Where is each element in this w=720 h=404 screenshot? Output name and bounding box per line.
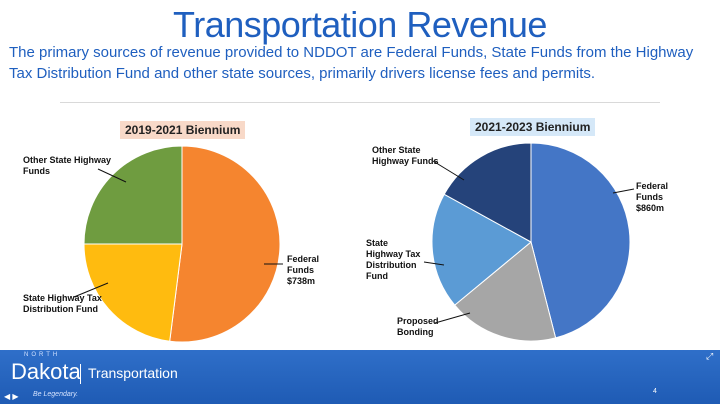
logo-department: Transportation (88, 365, 178, 381)
slide-subtitle: The primary sources of revenue provided … (9, 44, 694, 82)
leader-line (432, 160, 465, 181)
slide-title: Transportation Revenue (173, 4, 547, 45)
leader-line (97, 168, 127, 183)
pie-slice-0-0 (169, 145, 281, 343)
chart-title-2021-2023: 2021-2023 Biennium (470, 118, 596, 136)
page-number: 4 (653, 388, 657, 395)
chart-title-2019-2021: 2019-2021 Biennium (120, 121, 246, 139)
pie-slice-1-2 (431, 193, 532, 306)
player-controls-icon[interactable]: ◀ ▶ (4, 392, 19, 401)
label-federal-2019: Federal Funds $738m (287, 254, 320, 286)
label-federal-2021: Federal Funds $860m (636, 181, 669, 213)
label-bonding-2021: Proposed Bonding (397, 316, 439, 337)
leader-line (434, 312, 471, 324)
leader-line (612, 188, 635, 194)
label-other-state-2021: Other State Highway Funds (372, 145, 439, 166)
logo-north: NORTH (24, 352, 61, 358)
pie-slice-0-1 (83, 243, 183, 342)
pie-chart-2019-2021 (83, 145, 281, 343)
pie-slice-1-3 (443, 142, 532, 243)
divider (60, 102, 660, 103)
expand-icon[interactable]: ⤢ (706, 351, 714, 361)
leader-line (73, 282, 109, 298)
label-other-state-2019: Other State Highway Funds (23, 155, 112, 176)
label-state-tax-2019: State Highway Tax Distribution Fund (23, 293, 102, 314)
pie-slice-1-0 (530, 142, 631, 339)
logo-slogan: Be Legendary. (33, 391, 79, 398)
pie-slice-0-2 (83, 145, 183, 245)
pie-chart-2021-2023 (431, 142, 631, 342)
logo-dakota: Dakota (11, 359, 81, 384)
leader-line (423, 261, 445, 266)
pie-slice-1-1 (454, 241, 557, 342)
footer-banner: NORTH Dakota Transportation Be Legendary… (0, 350, 720, 404)
label-state-tax-2021: State Highway Tax Distribution Fund (366, 238, 421, 281)
logo-separator (80, 364, 81, 384)
